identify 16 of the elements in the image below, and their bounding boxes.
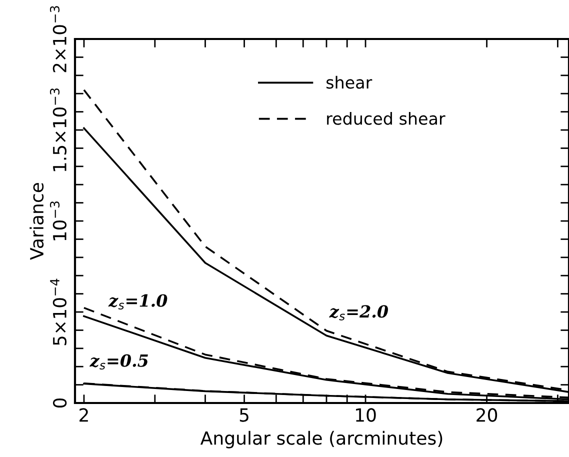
y-tick-label: 0 <box>52 398 67 408</box>
annotation: z$_{s}$=0.5 <box>90 354 148 370</box>
y-tick-label: 10$^{−3}$ <box>50 201 66 240</box>
x-tick-label: 2 <box>80 408 88 422</box>
annotation: z$_{s}$=2.0 <box>329 305 388 320</box>
legend-label: reduced shear <box>327 112 446 125</box>
y-tick-label: 2×10$^{−3}$ <box>50 6 66 72</box>
x-tick-label: 10 <box>356 408 376 422</box>
x-tick-label: 5 <box>240 408 248 422</box>
annotation: z$_{s}$=1.0 <box>108 294 168 310</box>
y-tick-label: 1.5×10$^{−3}$ <box>50 88 66 172</box>
x-tick-label: 20 <box>476 408 498 422</box>
x-axis-title: Angular scale (arcminutes) <box>200 430 442 448</box>
y-tick-label: 5×10$^{−4}$ <box>50 278 67 346</box>
y-axis-title: Variance <box>30 182 44 260</box>
legend-label: shear <box>326 76 372 89</box>
